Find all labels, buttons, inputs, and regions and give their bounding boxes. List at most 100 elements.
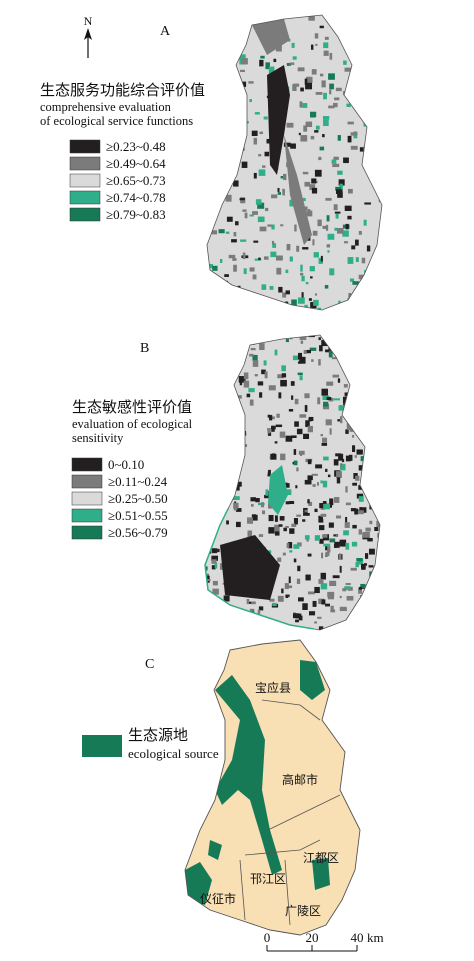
map-cell — [345, 502, 351, 506]
map-cell — [233, 118, 238, 122]
map-cell — [303, 125, 308, 132]
map-cell — [216, 372, 220, 380]
map-cell — [217, 171, 222, 179]
map-cell — [378, 148, 382, 154]
map-cell — [378, 405, 380, 409]
map-cell — [235, 508, 242, 512]
map-cell — [258, 169, 266, 176]
map-cell — [211, 38, 216, 43]
legend-swatch — [71, 457, 103, 472]
map-cell — [301, 292, 304, 299]
source-patch — [208, 840, 222, 860]
map-cell — [207, 158, 210, 163]
map-cell — [364, 287, 371, 294]
map-cell — [212, 467, 219, 473]
map-cell — [232, 496, 240, 501]
map-cell — [323, 456, 329, 461]
map-cell — [357, 302, 365, 310]
map-cell — [368, 361, 372, 368]
map-cell — [329, 498, 334, 506]
map-cell — [320, 583, 328, 590]
map-cell — [315, 43, 318, 46]
legend-swatch — [71, 491, 103, 506]
map-cell — [233, 232, 237, 237]
map-cell — [257, 381, 264, 386]
map-cell — [361, 257, 366, 264]
map-cell — [295, 619, 299, 623]
legend-swatch — [71, 474, 103, 489]
map-cell — [267, 414, 270, 418]
map-patch — [252, 19, 290, 55]
map-cell — [291, 42, 295, 48]
map-cell — [325, 603, 330, 607]
map-cell — [375, 73, 378, 77]
map-cell — [239, 380, 243, 386]
map-cell — [233, 17, 237, 22]
map-cell — [350, 335, 357, 336]
map-cell — [376, 497, 380, 500]
map-cell — [286, 122, 294, 128]
map-cell — [335, 213, 339, 219]
map-cell — [342, 588, 347, 592]
map-cell — [336, 228, 344, 234]
map-cell — [304, 78, 308, 85]
map-cell — [282, 633, 287, 637]
map-cell — [308, 501, 313, 506]
map-cell — [313, 252, 319, 258]
map-cell — [219, 490, 224, 495]
map-cell — [302, 171, 309, 175]
map-cell — [297, 565, 301, 572]
map-cell — [280, 453, 286, 461]
map-cell — [281, 365, 286, 372]
map-cell — [222, 335, 227, 342]
map-cell — [317, 616, 322, 619]
map-cell — [339, 606, 347, 612]
map-cell — [362, 302, 366, 309]
map-cell — [321, 340, 328, 347]
map-cell — [339, 183, 343, 191]
map-cell — [374, 150, 382, 156]
map-cell — [335, 515, 342, 519]
map-cell — [213, 453, 219, 457]
map-cell — [206, 477, 213, 484]
map-cell — [356, 449, 363, 455]
map-cell — [234, 144, 240, 148]
map-cell — [330, 605, 334, 610]
map-cell — [238, 438, 243, 446]
map-cell — [376, 566, 380, 570]
map-cell — [219, 416, 225, 422]
map-cell — [275, 44, 282, 52]
map-cell — [360, 54, 364, 60]
map-cell — [276, 267, 282, 275]
map-patch — [220, 535, 280, 600]
map-cell — [353, 72, 358, 79]
map-cell — [205, 448, 211, 452]
map-cell — [313, 328, 319, 331]
map-cell — [218, 407, 224, 413]
map-cell — [347, 135, 352, 143]
map-cell — [260, 55, 265, 59]
map-cell — [207, 271, 209, 274]
map-cell — [268, 335, 274, 338]
map-cell — [259, 226, 267, 232]
map-cell — [293, 558, 297, 563]
map-cell — [337, 419, 342, 422]
map-cell — [347, 49, 355, 54]
legend-label: ≥0.51~0.55 — [108, 508, 168, 523]
map-cell — [229, 615, 236, 623]
map-cell — [363, 219, 367, 226]
map-cell — [319, 345, 323, 352]
map-cell — [326, 381, 334, 386]
map-cell — [326, 244, 331, 248]
map-cell — [342, 230, 349, 237]
map-cell — [201, 18, 206, 25]
map-cell — [274, 524, 280, 532]
map-cell — [218, 491, 226, 498]
map-cell — [218, 426, 222, 433]
map-cell — [306, 349, 311, 354]
map-cell — [207, 17, 208, 25]
map-cell — [240, 239, 247, 242]
map-cell — [293, 544, 300, 549]
map-cell — [243, 268, 247, 275]
